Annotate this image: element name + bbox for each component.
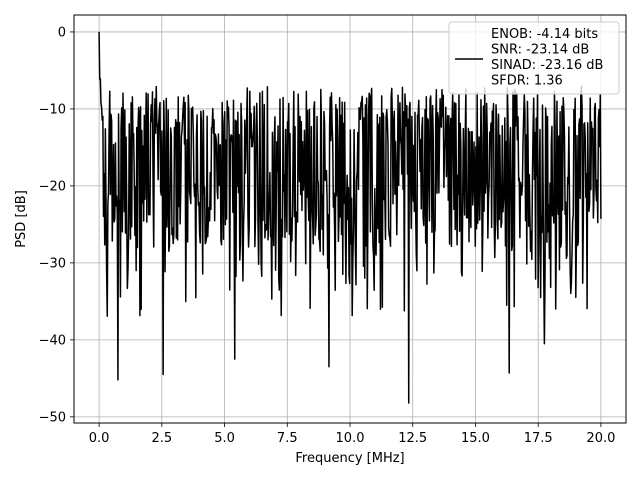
y-tick-label: −10	[39, 102, 66, 117]
legend-entry: ENOB: -4.14 bits	[491, 27, 598, 42]
x-tick-label: 12.5	[398, 431, 427, 446]
y-axis-ticks: 0 −10 −20 −30 −40 −50	[39, 25, 74, 425]
x-tick-label: 20.0	[586, 431, 615, 446]
legend-box	[448, 21, 620, 95]
psd-trace	[98, 31, 602, 404]
x-tick-label: 10.0	[336, 431, 365, 446]
legend-entry: SNR: -23.14 dB	[491, 43, 589, 58]
x-tick-label: 7.5	[277, 431, 298, 446]
x-tick-label: 2.5	[151, 431, 172, 446]
x-tick-label: 15.0	[461, 431, 490, 446]
x-axis-ticks: 0.0 2.5 5.0 7.5 10.0 12.5 15.0 17.5 20.0	[89, 423, 615, 446]
x-tick-label: 5.0	[214, 431, 235, 446]
y-axis-label: PSD [dB]	[14, 190, 29, 248]
y-tick-label: −40	[39, 333, 66, 348]
x-tick-label: 0.0	[89, 431, 110, 446]
legend-entry: SINAD: -23.16 dB	[491, 58, 603, 73]
y-tick-label: −50	[39, 410, 66, 425]
y-tick-label: −30	[39, 256, 66, 271]
x-axis-label: Frequency [MHz]	[295, 451, 404, 466]
series-group	[98, 31, 602, 404]
x-tick-label: 17.5	[524, 431, 553, 446]
legend-entry: SFDR: 1.36	[491, 74, 563, 89]
y-tick-label: 0	[58, 25, 66, 40]
y-tick-label: −20	[39, 179, 66, 194]
